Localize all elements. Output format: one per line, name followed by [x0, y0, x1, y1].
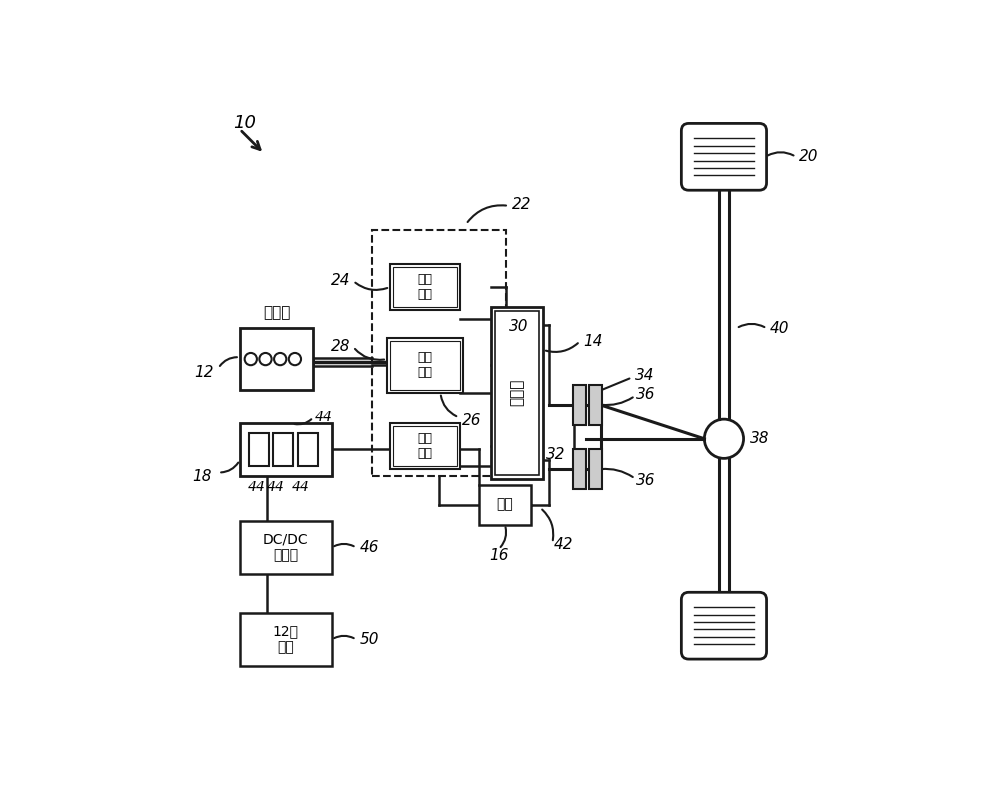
Bar	[479, 485, 531, 525]
Bar	[390, 264, 460, 310]
Text: DC/DC
转换器: DC/DC 转换器	[263, 533, 309, 563]
Text: 32: 32	[546, 447, 566, 462]
Text: 马达: 马达	[496, 498, 513, 512]
Bar	[240, 614, 332, 665]
Bar	[249, 432, 269, 466]
Text: 28: 28	[331, 339, 350, 354]
FancyBboxPatch shape	[681, 592, 767, 659]
Text: 26: 26	[462, 413, 481, 428]
Text: 16: 16	[489, 548, 508, 563]
Text: 22: 22	[512, 197, 531, 212]
Text: 18: 18	[193, 470, 212, 484]
Bar	[372, 230, 506, 475]
Text: 24: 24	[331, 274, 350, 288]
Bar	[240, 521, 332, 574]
Text: 12伏
总线: 12伏 总线	[273, 624, 299, 654]
Text: 发电机: 发电机	[510, 379, 525, 407]
Text: 36: 36	[636, 387, 656, 401]
Bar	[589, 450, 602, 490]
Text: 中心
齿轮: 中心 齿轮	[418, 351, 433, 379]
Text: 12: 12	[194, 365, 213, 380]
Bar	[240, 329, 313, 390]
Bar	[589, 385, 602, 425]
Bar	[491, 307, 543, 478]
Text: 14: 14	[583, 334, 602, 349]
FancyBboxPatch shape	[681, 123, 767, 190]
Text: 10: 10	[234, 114, 257, 132]
Bar	[390, 341, 460, 390]
Bar	[387, 338, 463, 392]
Bar	[273, 432, 293, 466]
Text: 44: 44	[267, 480, 285, 494]
Text: 30: 30	[509, 318, 529, 334]
Text: 46: 46	[359, 540, 379, 555]
Bar	[298, 432, 318, 466]
Text: 20: 20	[799, 150, 819, 164]
Text: 40: 40	[770, 321, 789, 336]
Bar	[393, 267, 457, 307]
Bar	[573, 450, 586, 490]
Text: 42: 42	[554, 537, 573, 552]
Text: 发动机: 发动机	[263, 306, 290, 321]
Text: 50: 50	[359, 632, 379, 647]
Text: 36: 36	[636, 473, 656, 488]
Bar	[393, 427, 457, 466]
Bar	[240, 423, 332, 475]
Text: 环形
齿轮: 环形 齿轮	[418, 273, 433, 301]
Text: 44: 44	[315, 410, 333, 423]
Text: 38: 38	[750, 431, 769, 447]
Text: 44: 44	[247, 480, 265, 494]
Bar	[390, 423, 460, 470]
Text: 环形
齿轮: 环形 齿轮	[418, 432, 433, 460]
Text: 34: 34	[635, 368, 655, 383]
Text: 44: 44	[292, 480, 310, 494]
Bar	[573, 385, 586, 425]
Bar	[495, 310, 539, 475]
